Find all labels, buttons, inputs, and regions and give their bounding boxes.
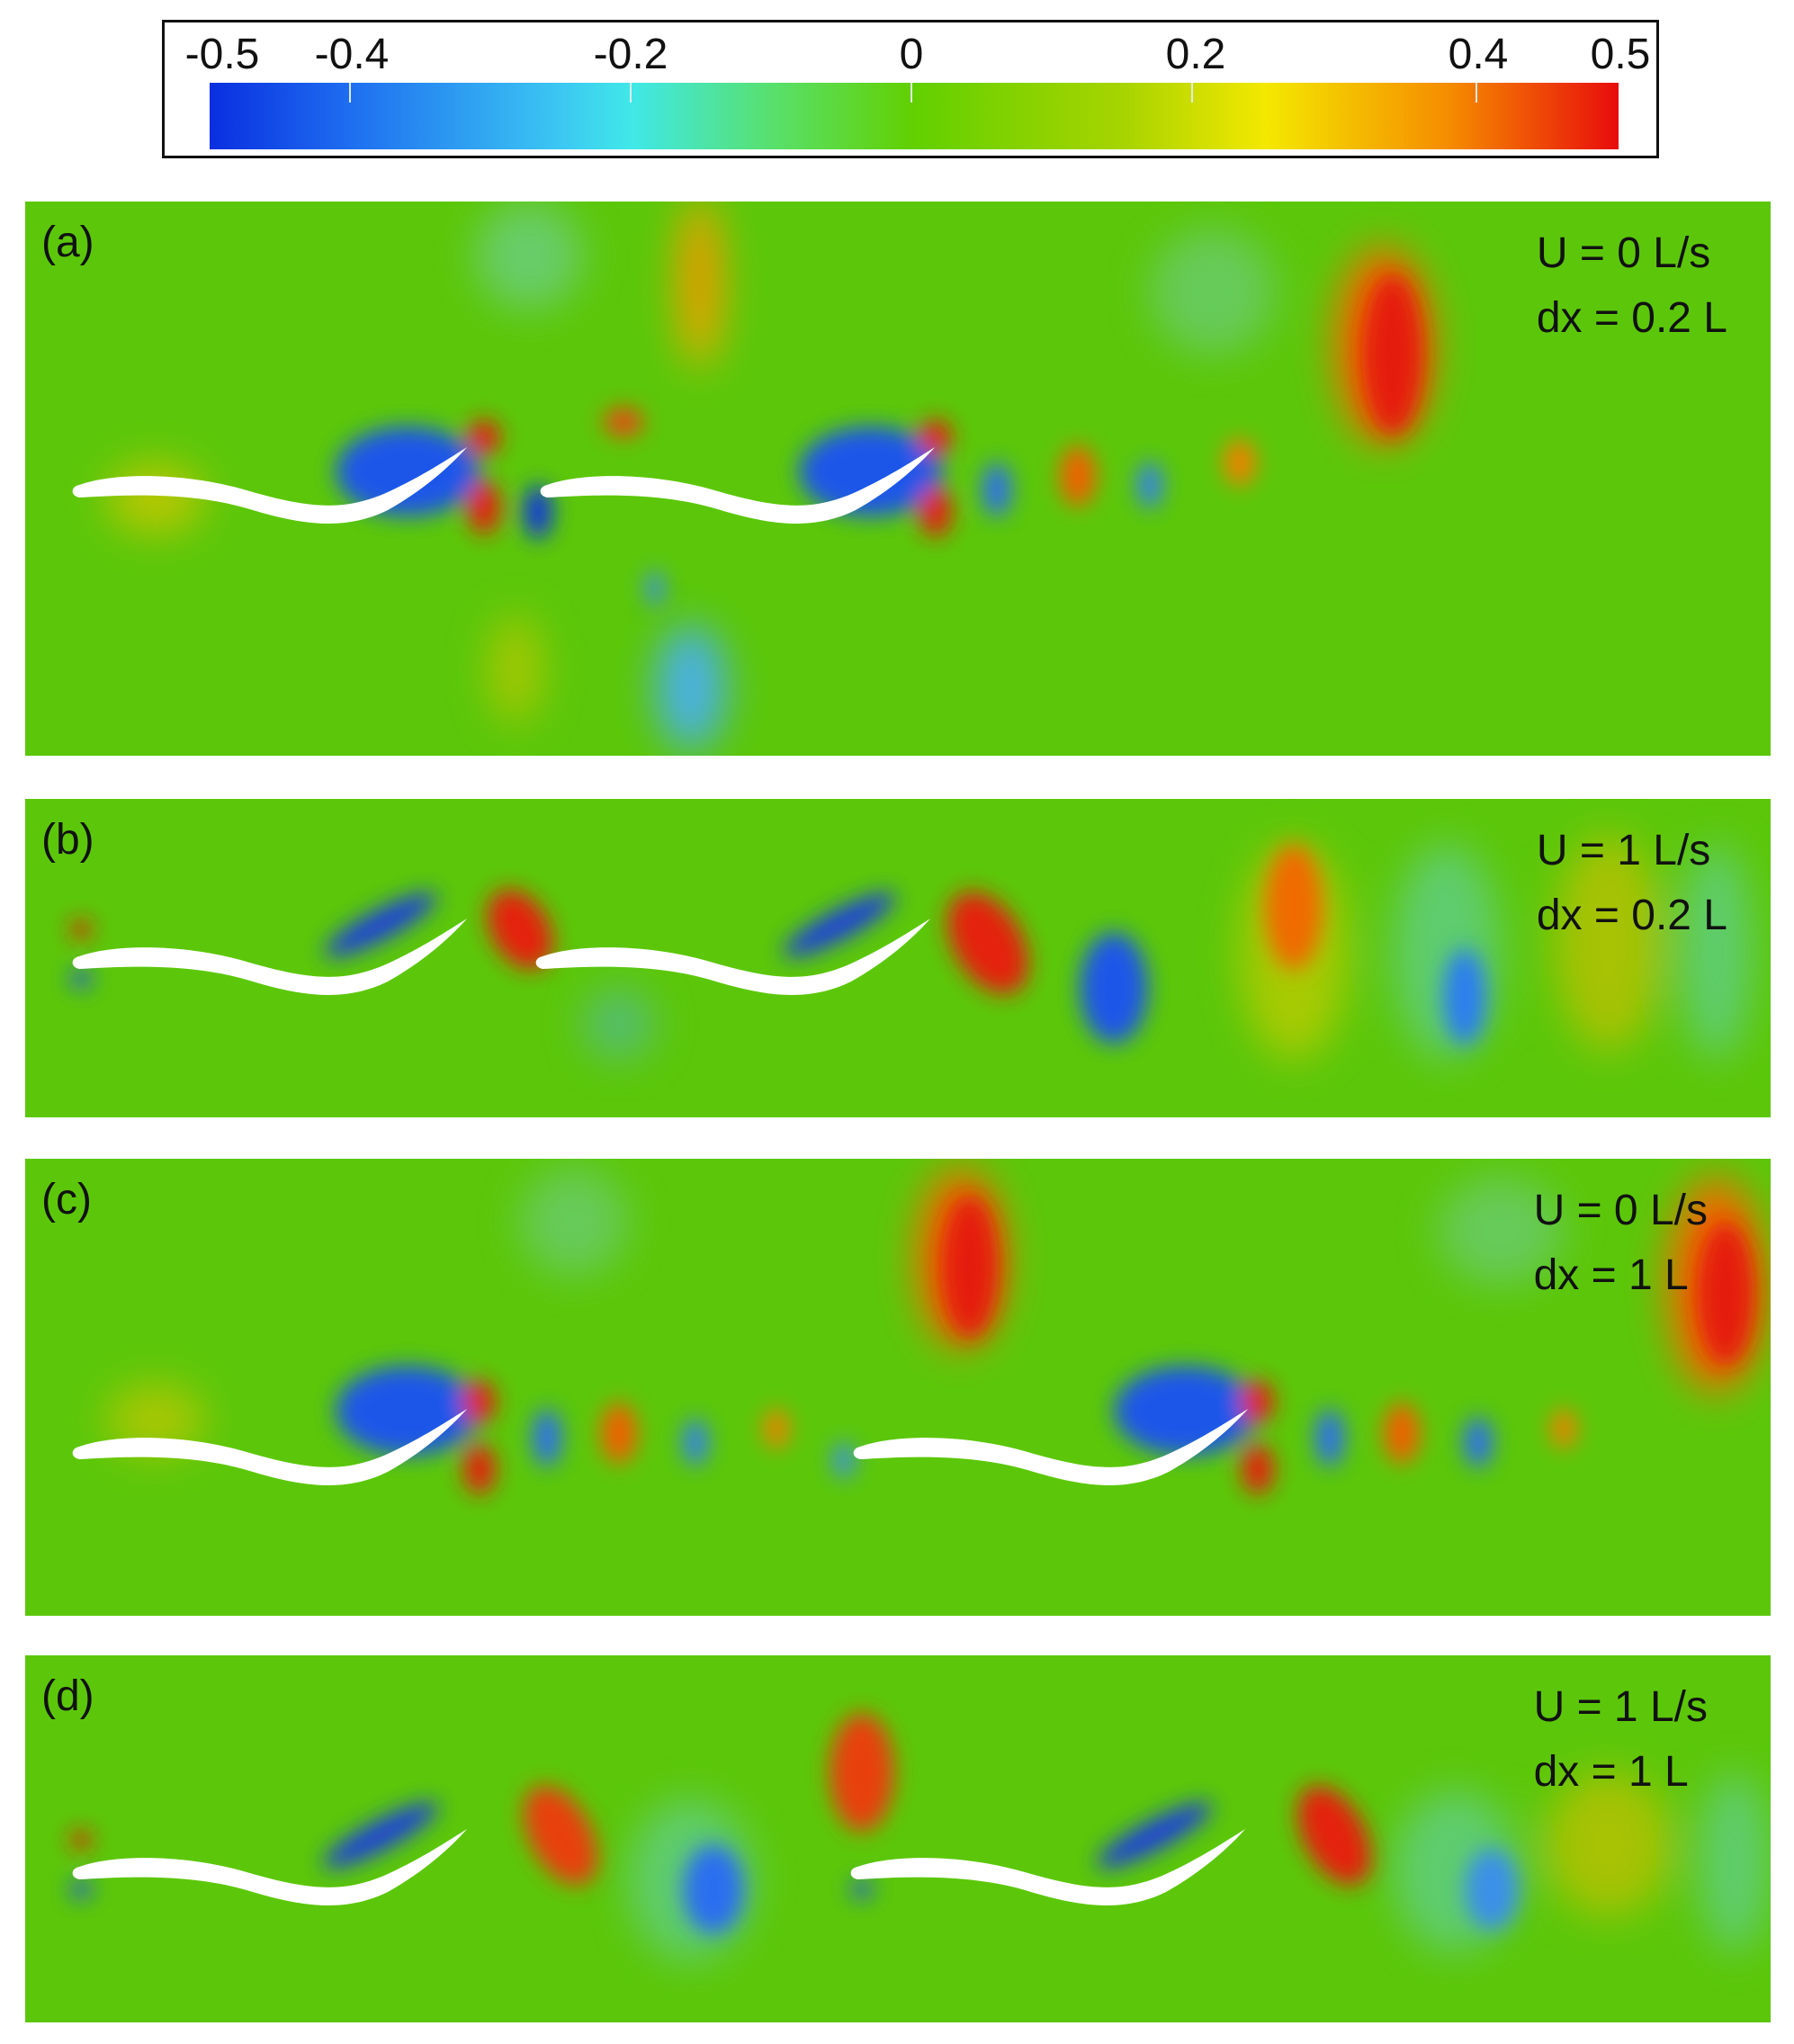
panel-d-params: U = 1 L/s dx = 1 L bbox=[1534, 1675, 1708, 1805]
colorbar-gradient bbox=[210, 83, 1619, 149]
colorbar-tick-label: 0.2 bbox=[1165, 31, 1226, 78]
panel-c-params: U = 0 L/s dx = 1 L bbox=[1534, 1179, 1708, 1308]
colorbar-tick-label: 0.4 bbox=[1448, 31, 1509, 78]
colorbar: -0.5 -0.4 -0.2 0 0.2 0.4 0.5 bbox=[162, 20, 1659, 158]
colorbar-tick-mark bbox=[1191, 83, 1193, 103]
panel-d-spacing: dx = 1 L bbox=[1533, 1748, 1689, 1796]
panel-c-spacing: dx = 1 L bbox=[1533, 1251, 1689, 1299]
panel-d-velocity: U = 1 L/s bbox=[1533, 1683, 1708, 1731]
panel-c-velocity: U = 0 L/s bbox=[1533, 1187, 1708, 1234]
panel-b-label: (b) bbox=[41, 816, 94, 864]
panel-c: (c) U = 0 L/s dx = 1 L bbox=[25, 1159, 1771, 1616]
vorticity-field-d bbox=[25, 1655, 1771, 2022]
panel-b-spacing: dx = 0.2 L bbox=[1536, 892, 1727, 939]
vorticity-field-c bbox=[25, 1159, 1771, 1616]
panel-a: (a) U = 0 L/s dx = 0.2 L bbox=[25, 202, 1771, 756]
colorbar-tick-mark bbox=[630, 83, 632, 103]
panel-b: (b) U = 1 L/s dx = 0.2 L bbox=[25, 799, 1771, 1117]
panel-a-params: U = 0 L/s dx = 0.2 L bbox=[1537, 221, 1727, 351]
vorticity-field-b bbox=[25, 799, 1771, 1117]
colorbar-tick-label: -0.4 bbox=[314, 31, 390, 78]
colorbar-tick-mark bbox=[349, 83, 351, 103]
panel-b-params: U = 1 L/s dx = 0.2 L bbox=[1537, 819, 1727, 948]
colorbar-tick-label: 0 bbox=[899, 31, 924, 78]
panel-c-label: (c) bbox=[41, 1176, 92, 1224]
panel-b-velocity: U = 1 L/s bbox=[1536, 827, 1711, 874]
colorbar-tick-label: 0.5 bbox=[1590, 31, 1651, 78]
colorbar-tick-mark bbox=[910, 83, 912, 103]
panel-a-spacing: dx = 0.2 L bbox=[1536, 294, 1727, 342]
vorticity-field-a bbox=[25, 202, 1771, 756]
panel-a-label: (a) bbox=[41, 219, 94, 266]
colorbar-tick-label: -0.2 bbox=[593, 31, 668, 78]
colorbar-tick-label: -0.5 bbox=[184, 31, 260, 78]
panel-d: (d) U = 1 L/s dx = 1 L bbox=[25, 1655, 1771, 2022]
colorbar-tick-mark bbox=[1476, 83, 1477, 103]
panel-d-label: (d) bbox=[41, 1672, 94, 1720]
panel-a-velocity: U = 0 L/s bbox=[1536, 229, 1711, 277]
